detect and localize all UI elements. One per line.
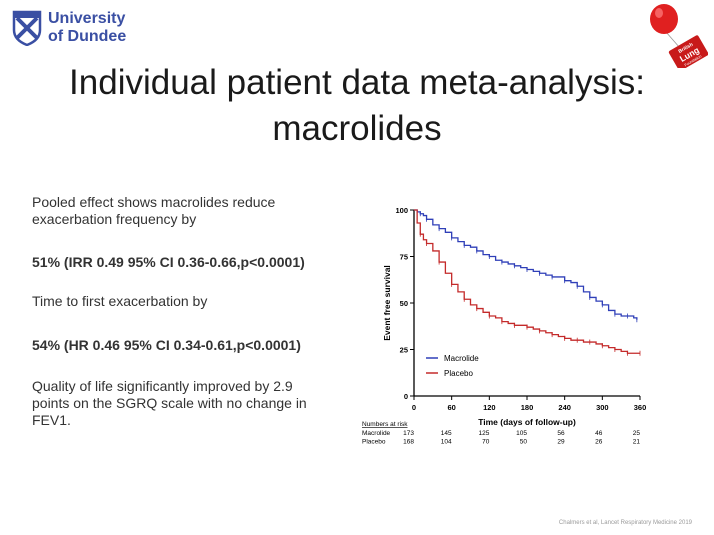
- x-tick-label: 240: [558, 403, 571, 412]
- risk-value: 173: [403, 430, 414, 437]
- risk-value: 104: [441, 439, 452, 446]
- risk-value: 145: [441, 430, 452, 437]
- km-survival-chart: 0 25 50 75 100 0 60 120 180 240 300 360 Time (days o…: [362, 206, 647, 446]
- university-logo: University of Dundee: [12, 6, 152, 50]
- balloon-string: [665, 31, 681, 49]
- irr-result: 51% (IRR 0.49 95% CI 0.36-0.66,p<0.0001): [32, 254, 305, 270]
- risk-value: 56: [557, 430, 565, 437]
- university-line1: University: [48, 10, 126, 27]
- y-tick-label: 0: [404, 392, 408, 401]
- title-line2: macrolides: [272, 109, 442, 148]
- title-line1: Individual patient data meta-analysis:: [69, 63, 645, 102]
- summary-text: Pooled effect shows macrolides reduce ex…: [32, 194, 332, 429]
- page-title: Individual patient data meta-analysis: m…: [30, 60, 684, 152]
- citation: Chalmers et al, Lancet Respiratory Medic…: [558, 520, 692, 526]
- pooled-effect-text: Pooled effect shows macrolides reduce ex…: [32, 194, 276, 227]
- x-tick-label: 120: [483, 403, 496, 412]
- y-tick-label: 75: [400, 253, 408, 262]
- y-axis-label: Event free survival: [382, 265, 392, 341]
- risk-value: 29: [557, 439, 565, 446]
- x-tick-label: 360: [634, 403, 647, 412]
- university-name: University of Dundee: [48, 10, 126, 46]
- risk-value: 105: [516, 430, 527, 437]
- series-line-macrolide: [414, 209, 638, 320]
- x-tick-label: 300: [596, 403, 609, 412]
- risk-row-label: Placebo: [362, 439, 386, 446]
- legend-label-macrolide: Macrolide: [444, 354, 479, 363]
- risk-table-title: Numbers at risk: [362, 421, 408, 428]
- risk-value: 21: [633, 439, 641, 446]
- x-tick-label: 0: [412, 403, 416, 412]
- x-tick-label: 180: [521, 403, 534, 412]
- risk-value: 46: [595, 430, 603, 437]
- blf-badge: [668, 35, 708, 68]
- x-tick-label: 60: [447, 403, 455, 412]
- risk-value: 125: [478, 430, 489, 437]
- y-tick-label: 100: [395, 206, 408, 215]
- y-tick-label: 50: [400, 299, 408, 308]
- hr-result: 54% (HR 0.46 95% CI 0.34-0.61,p<0.0001): [32, 337, 301, 353]
- crest-icon: [12, 10, 42, 46]
- quality-of-life-text: Quality of life significantly improved b…: [32, 378, 307, 428]
- y-tick-label: 25: [400, 346, 408, 355]
- risk-value: 26: [595, 439, 603, 446]
- risk-value: 70: [482, 439, 490, 446]
- series-line-placebo: [414, 209, 640, 354]
- balloon-icon: [650, 4, 678, 34]
- british-lung-foundation-logo: British Lung Foundation: [650, 4, 708, 68]
- time-to-first-text: Time to first exacerbation by: [32, 293, 208, 309]
- university-line2: of Dundee: [48, 28, 127, 45]
- risk-row-label: Macrolide: [362, 430, 391, 437]
- risk-value: 168: [403, 439, 414, 446]
- legend-label-placebo: Placebo: [444, 369, 473, 378]
- x-axis-label: Time (days of follow-up): [478, 417, 576, 427]
- risk-value: 25: [633, 430, 641, 437]
- risk-value: 50: [520, 439, 528, 446]
